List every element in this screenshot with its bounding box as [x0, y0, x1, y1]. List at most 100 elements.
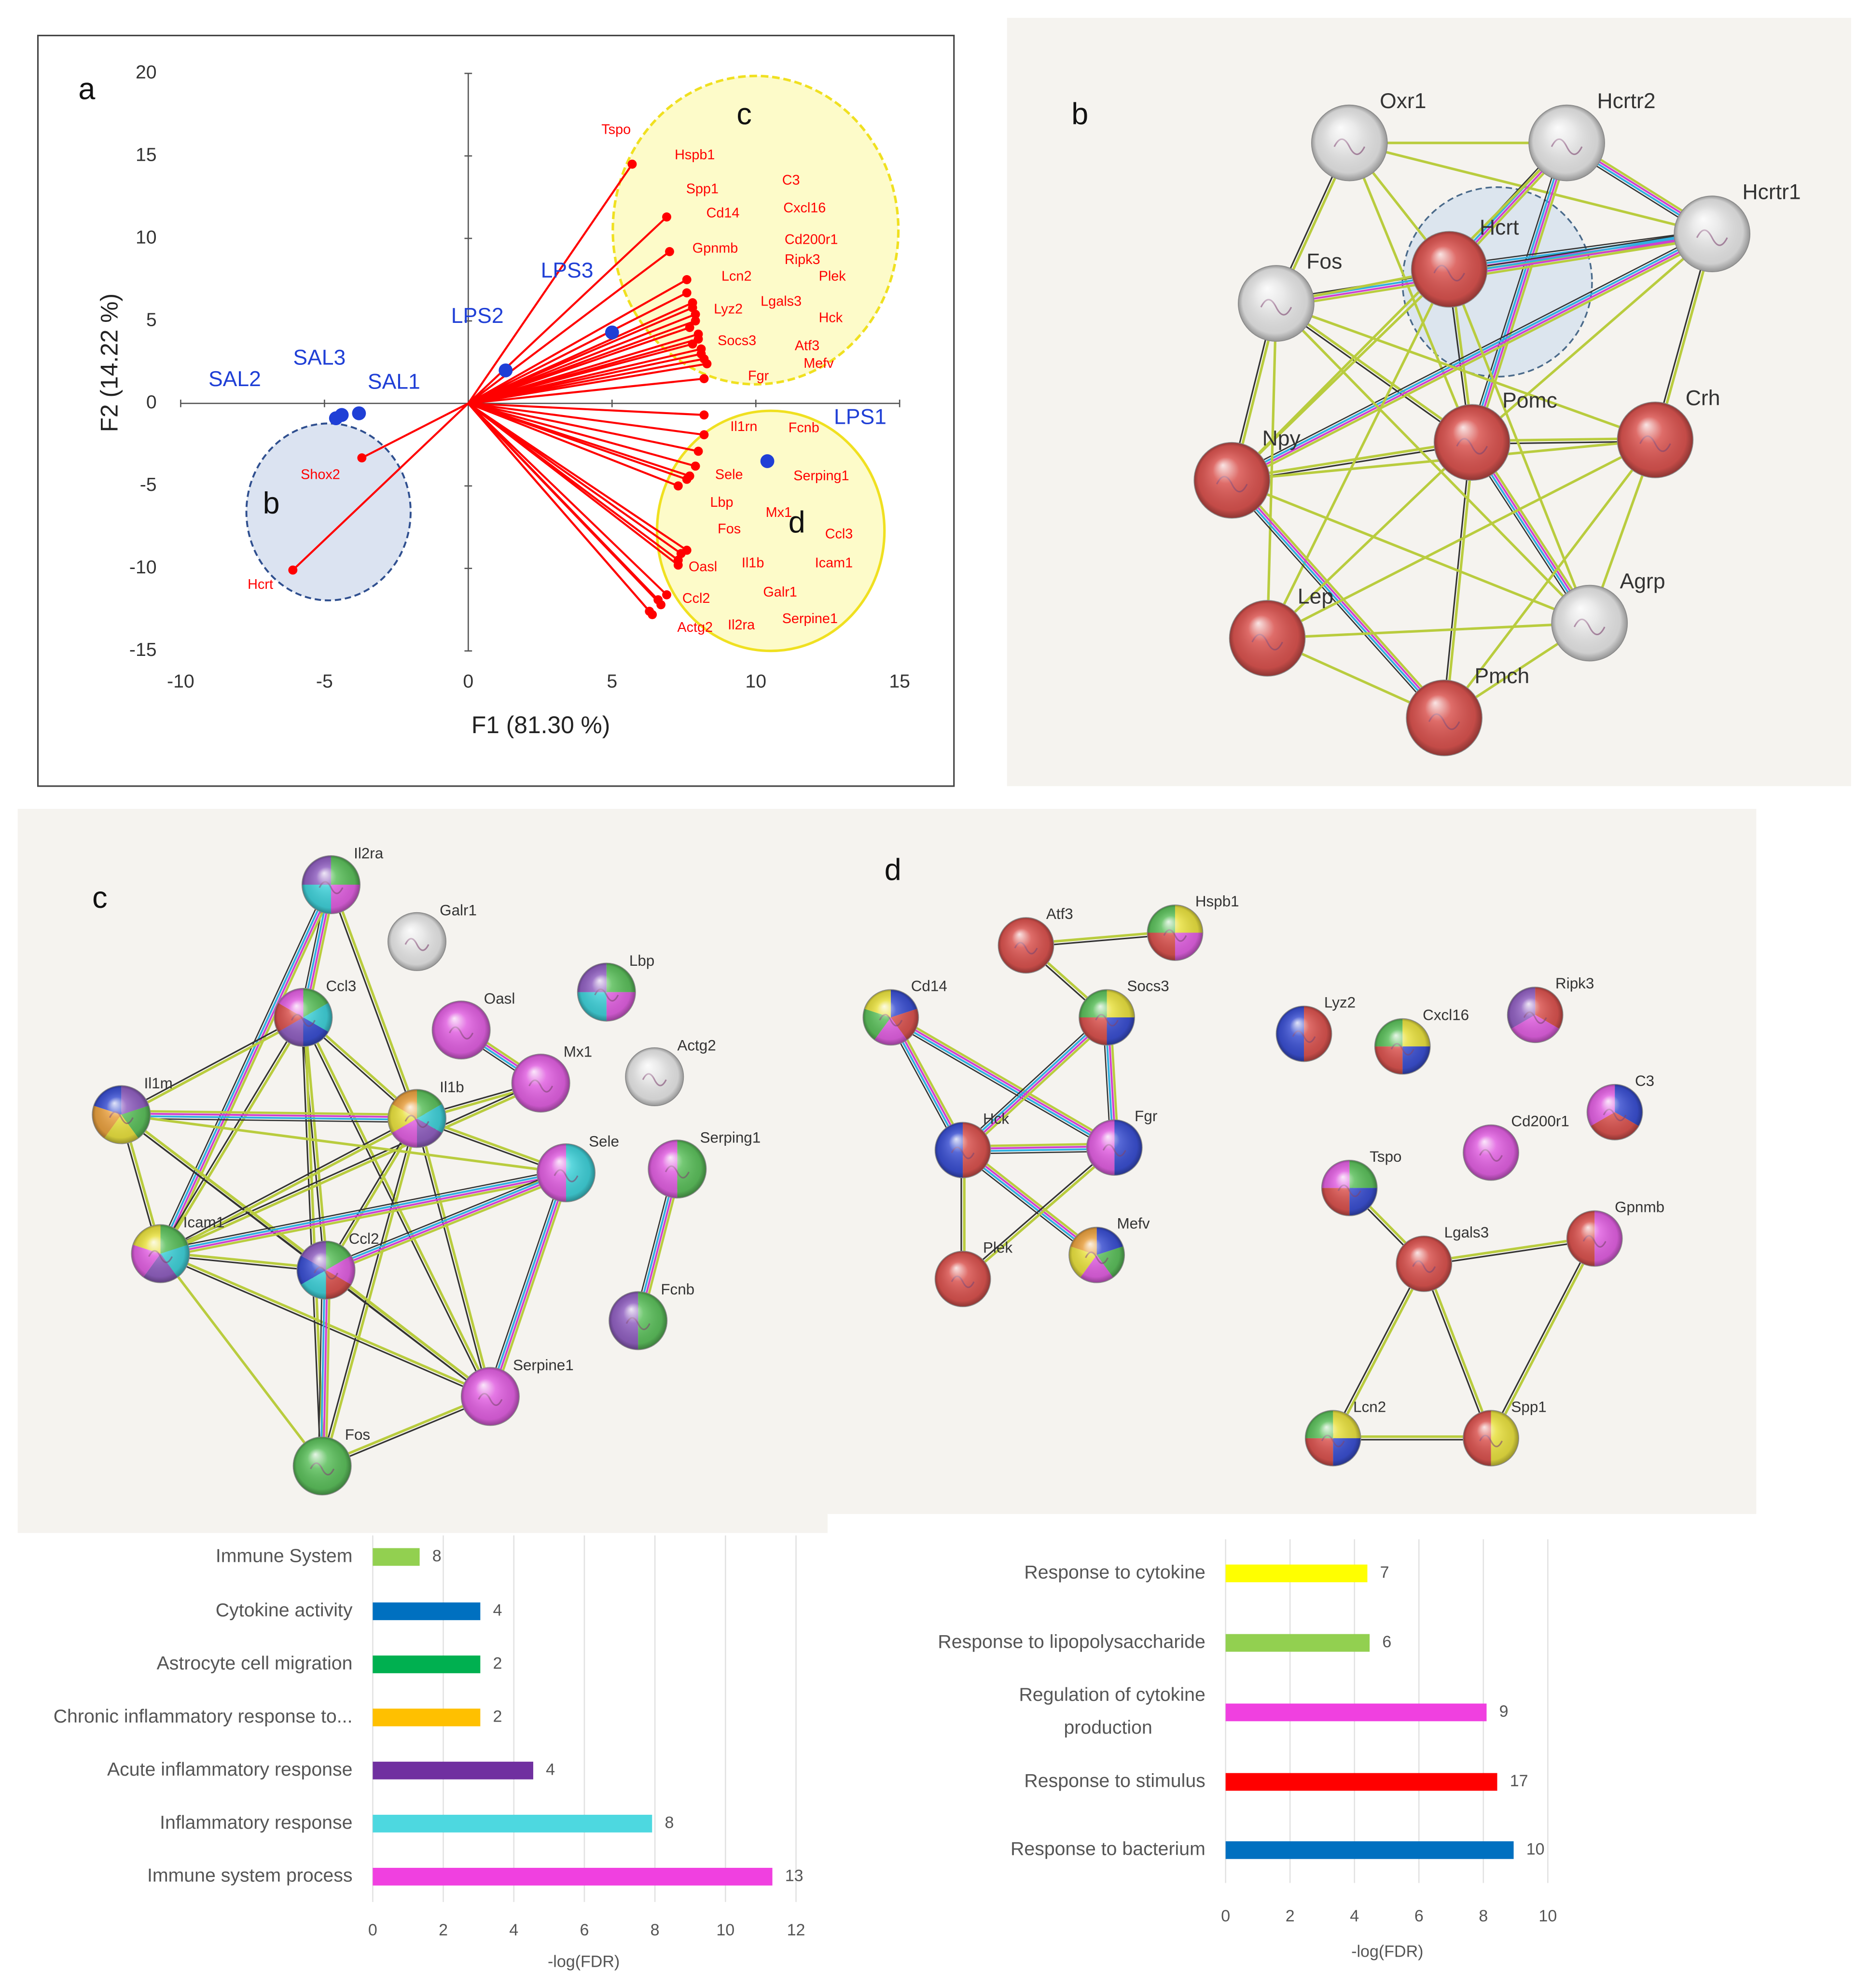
variable-vector — [468, 292, 688, 404]
category-label: Chronic inflammatory response to... — [54, 1706, 353, 1727]
variable-label: Fgr — [748, 368, 769, 384]
bar — [1225, 1564, 1368, 1583]
network-edge — [326, 1173, 567, 1272]
variable-point — [702, 359, 712, 369]
network-edge — [960, 1153, 1095, 1259]
variable-point — [656, 600, 666, 610]
node-label: Icam1 — [183, 1214, 225, 1231]
bar — [1225, 1773, 1497, 1791]
network-edge — [1231, 142, 1568, 482]
variable-point — [691, 461, 700, 471]
category-label: Acute inflammatory response — [107, 1759, 353, 1780]
node-shine — [92, 1085, 151, 1144]
network-edge — [1448, 268, 1591, 624]
network-edge — [1274, 304, 1472, 445]
variable-label: Serpine1 — [782, 611, 838, 626]
network-node — [1229, 600, 1306, 677]
bar-count-label: 9 — [1499, 1702, 1509, 1721]
x-tick-label: 2 — [1286, 1907, 1295, 1925]
variable-label: Lyz2 — [714, 301, 743, 317]
node-label: Oasl — [484, 990, 515, 1007]
variable-vector — [468, 326, 690, 404]
node-label: Ccl3 — [326, 977, 357, 994]
node-shine — [1674, 195, 1751, 272]
network-edge — [161, 885, 333, 1255]
network-edge — [891, 1015, 1116, 1148]
bar — [373, 1655, 481, 1673]
x-tick-label: 4 — [1350, 1907, 1359, 1925]
network-edge — [892, 1013, 1117, 1145]
variable-vector — [468, 403, 682, 555]
variable-label: Fos — [718, 521, 741, 537]
network-node — [274, 987, 333, 1047]
network-edge — [160, 1118, 418, 1256]
x-tick-label: 10 — [716, 1921, 734, 1939]
category-label: Response to bacterium — [1011, 1838, 1205, 1860]
network-edge — [320, 1118, 416, 1466]
variable-vector — [361, 402, 469, 459]
network-node — [1586, 1084, 1643, 1140]
network-edge — [488, 1172, 566, 1397]
network-edge — [158, 1016, 303, 1253]
node-label: Serpine1 — [513, 1357, 574, 1374]
node-shine — [1147, 904, 1204, 961]
category-label-line: Regulation of cytokine — [1019, 1684, 1205, 1705]
network-edge — [1275, 232, 1712, 303]
category-label: Inflammatory response — [160, 1812, 352, 1833]
network-edge — [1444, 442, 1475, 718]
variable-label: Ccl2 — [682, 591, 710, 606]
network-node — [511, 1054, 570, 1113]
node-shine — [301, 855, 360, 915]
variable-point — [627, 159, 637, 169]
x-tick-label: 0 — [1221, 1907, 1230, 1925]
network-edge — [322, 1270, 329, 1466]
network-edge — [163, 886, 336, 1256]
network-node — [1275, 1005, 1332, 1062]
network-edge — [1423, 1236, 1595, 1264]
network-edge — [326, 1118, 419, 1272]
node-shine — [1275, 1005, 1332, 1062]
variable-label: Lgals3 — [761, 294, 802, 309]
network-edge — [1348, 142, 1473, 443]
network-node — [609, 1291, 668, 1350]
x-tick-label: -10 — [167, 670, 194, 692]
group-label: b — [263, 487, 280, 520]
network-edge — [1422, 1264, 1491, 1439]
node-label: Sele — [589, 1133, 619, 1150]
variable-point — [357, 453, 367, 463]
node-label: Atf3 — [1046, 905, 1073, 922]
node-label: Agrp — [1620, 570, 1665, 593]
node-label: Tspo — [1370, 1148, 1401, 1165]
panel-b-background — [1007, 17, 1851, 786]
y-tick-label: 5 — [146, 309, 157, 330]
node-label: Pmch — [1474, 664, 1529, 688]
network-edge — [1266, 303, 1278, 639]
category-label: Immune system process — [147, 1865, 353, 1886]
network-edge — [303, 1017, 329, 1270]
x-tick-label: 0 — [463, 670, 473, 692]
network-edge — [1472, 143, 1569, 444]
bar — [373, 1602, 481, 1620]
node-label: Il1b — [440, 1079, 464, 1096]
variable-label: Hspb1 — [675, 147, 715, 163]
network-node — [1674, 195, 1751, 272]
variable-vector — [468, 278, 688, 404]
node-label: Lep — [1298, 584, 1333, 608]
network-edge — [1276, 234, 1713, 306]
y-tick-label: 10 — [136, 226, 157, 248]
variable-label: Spp1 — [686, 181, 719, 197]
variable-point — [699, 430, 709, 440]
network-edge — [324, 1270, 490, 1399]
network-node — [648, 1140, 707, 1199]
network-node — [92, 1085, 151, 1144]
variable-vector — [468, 402, 696, 467]
node-label: Fcnb — [661, 1281, 694, 1298]
node-shine — [934, 1122, 991, 1179]
node-shine — [1617, 402, 1694, 478]
variable-label: Mefv — [803, 356, 834, 371]
node-shine — [1586, 1084, 1643, 1140]
node-label: Il1m — [144, 1075, 172, 1092]
network-edge — [1266, 441, 1473, 639]
panel-label: d — [885, 853, 901, 887]
node-label: Ripk3 — [1555, 975, 1594, 992]
